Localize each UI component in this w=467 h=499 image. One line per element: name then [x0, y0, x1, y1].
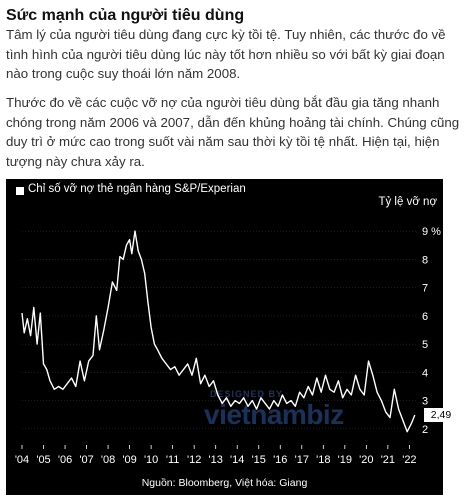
x-tick-label: '08 — [101, 454, 115, 466]
x-tick-label: '20 — [359, 454, 373, 466]
article-paragraph-2: Thước đo về các cuộc vỡ nợ của người tiê… — [6, 95, 460, 169]
article: Sức mạnh của người tiêu dùng Tâm lý của … — [6, 0, 461, 169]
default-rate-chart: Chỉ số vỡ nợ thẻ ngân hàng S&P/Experian … — [6, 179, 458, 495]
x-tick-label: '16 — [273, 454, 287, 466]
chart-source: Nguồn: Bloomberg, Việt hóa: Giang — [141, 477, 308, 489]
y-tick-label: 7 — [422, 283, 428, 295]
x-tick-label: '13 — [209, 454, 223, 466]
series-line — [21, 230, 416, 433]
y-axis-label: Tỷ lệ vỡ nợ — [378, 196, 437, 208]
last-value-label: 2,49 — [424, 408, 458, 422]
y-tick-label: 3 — [422, 396, 428, 408]
x-tick-label: '10 — [144, 454, 158, 466]
article-heading: Sức mạnh của người tiêu dùng — [6, 7, 245, 24]
legend-swatch — [16, 187, 24, 195]
x-tick-label: '09 — [122, 454, 136, 466]
x-tick-label: '06 — [58, 454, 72, 466]
y-tick-label: 6 — [422, 311, 428, 323]
x-tick-label: '18 — [316, 454, 330, 466]
article-paragraph-1: Tâm lý của người tiêu dùng đang cực kỳ t… — [6, 27, 446, 81]
x-tick-label: '04 — [15, 454, 29, 466]
x-tick-label: '05 — [36, 454, 50, 466]
watermark-designed-by: DESIGNED BY — [210, 389, 284, 399]
x-tick-label: '15 — [252, 454, 266, 466]
y-tick-label: 8 — [422, 254, 428, 266]
legend-label: Chỉ số vỡ nợ thẻ ngân hàng S&P/Experian — [28, 183, 246, 195]
x-tick-label: '17 — [295, 454, 309, 466]
watermark-logo: DESIGNED BY vietnambiz — [204, 389, 374, 439]
x-tick-label: '19 — [338, 454, 352, 466]
x-tick-label: '22 — [402, 454, 416, 466]
y-tick-label: 5 — [422, 339, 428, 351]
x-tick-label: '14 — [230, 454, 244, 466]
x-tick-label: '21 — [381, 454, 395, 466]
x-tick-label: '12 — [187, 454, 201, 466]
y-tick-label: 9 % — [422, 226, 441, 238]
y-tick-label: 2 — [422, 424, 428, 436]
x-tick-label: '11 — [166, 454, 180, 466]
y-tick-label: 4 — [422, 367, 428, 379]
watermark-brand: vietnambiz — [204, 399, 344, 430]
chart-plot: 2 3 4 5 6 7 8 9 % '04 '05 '06 '07 '08 '09 '10 '11 '12 '13… — [15, 226, 441, 466]
x-tick-label: '07 — [79, 454, 93, 466]
